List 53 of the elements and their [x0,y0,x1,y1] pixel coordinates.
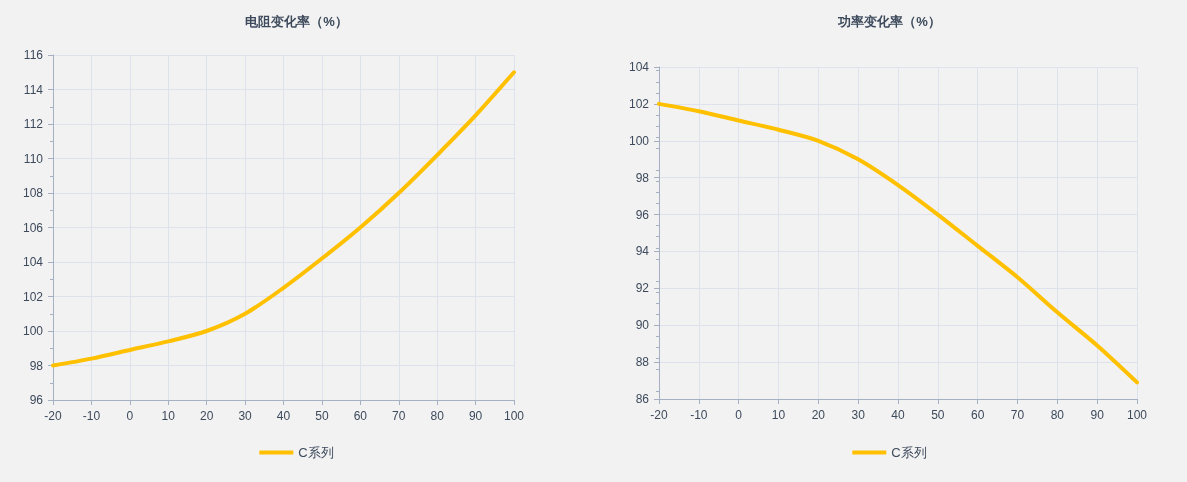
x-tick-label: 90 [468,409,483,423]
x-tick-label: 40 [276,409,291,423]
x-tick-label: -20 [44,409,62,423]
x-tick-label: 70 [392,409,406,423]
x-tick-label: 90 [1090,408,1105,422]
y-tick-label: 86 [635,392,650,406]
x-tick-label: 10 [771,408,786,422]
x-tick-label: 50 [315,409,329,423]
x-tick-label: 100 [503,409,525,423]
x-tick-label: -10 [82,409,101,423]
line-series [51,70,516,368]
y-tick-label: 112 [23,117,44,131]
y-tick-label: 94 [635,244,650,259]
x-tick-label: 60 [353,409,368,423]
x-tick-label: -20 [650,408,668,422]
y-tick-label: 96 [635,207,650,222]
chart-title: 电阻变化率（%） [245,14,348,29]
legend-label: C系列 [891,445,927,460]
y-tick-label: 98 [29,358,44,373]
x-tick-label: 30 [238,409,253,423]
line-series [657,101,1139,385]
x-tick-label: 60 [970,408,985,422]
x-tick-label: 30 [851,408,866,422]
y-tick-label: 88 [635,355,650,370]
y-tick-label: 114 [23,82,44,97]
y-tick-label: 96 [29,393,44,407]
y-tick-label: 106 [22,220,44,235]
x-tick-label: 50 [931,408,945,422]
y-tick-label: 116 [23,48,44,62]
y-tick-label: 100 [22,324,44,338]
y-tick-label: 90 [635,318,650,333]
y-tick-label: 98 [635,170,650,185]
x-tick-label: 20 [199,409,214,423]
y-tick-label: 102 [22,289,44,304]
x-tick-label: -10 [690,408,708,422]
legend-label: C系列 [298,445,334,460]
y-tick-label: 110 [23,151,44,166]
x-tick-label: 20 [811,408,826,422]
y-tick-label: 102 [628,96,650,111]
x-tick-label: 0 [735,408,743,422]
x-tick-label: 100 [1126,408,1148,422]
x-tick-label: 80 [430,409,445,423]
y-tick-label: 100 [628,133,650,148]
y-tick-label: 104 [22,255,44,269]
y-tick-label: 92 [635,281,650,296]
x-tick-label: 70 [1010,408,1025,422]
x-tick-label: 0 [126,409,134,423]
y-tick-label: 104 [628,60,650,74]
x-tick-label: 10 [161,409,176,423]
chart-title: 功率变化率（%） [837,14,941,29]
x-tick-label: 40 [891,408,905,422]
y-tick-label: 108 [22,186,44,200]
x-tick-label: 80 [1050,408,1065,422]
